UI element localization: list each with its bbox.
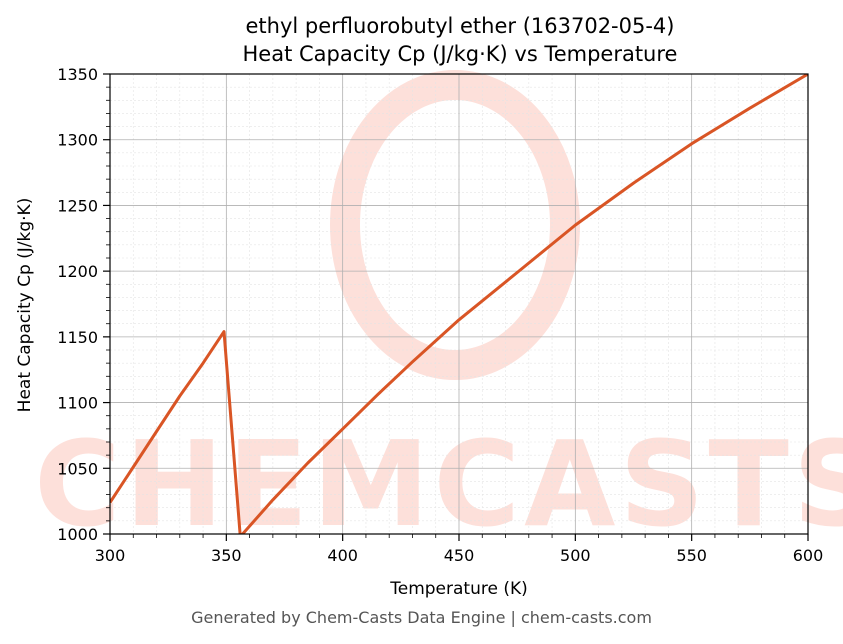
- y-tick-label: 1300: [57, 131, 98, 150]
- series-line-cp: [110, 74, 808, 534]
- chart-title: ethyl perfluorobutyl ether (163702-05-4): [246, 14, 675, 38]
- chemcasts-watermark: CHEMCASTS: [34, 70, 843, 553]
- y-tick-label: 1050: [57, 459, 98, 478]
- x-tick-label: 400: [327, 546, 358, 565]
- x-tick-label: 600: [793, 546, 824, 565]
- chart-subtitle: Heat Capacity Cp (J/kg·K) vs Temperature: [243, 42, 678, 66]
- x-tick-label: 300: [95, 546, 126, 565]
- y-tick-label: 1350: [57, 65, 98, 84]
- x-axis-label: Temperature (K): [389, 579, 528, 599]
- y-tick-label: 1000: [57, 525, 98, 544]
- y-axis-label: Heat Capacity Cp (J/kg·K): [15, 198, 35, 413]
- x-tick-label: 350: [211, 546, 242, 565]
- x-tick-label: 500: [560, 546, 591, 565]
- ticks-layer: 300 350 400 450 500 550 600 1000 1050 1100 1150 120…: [57, 65, 823, 565]
- series-layer: [110, 74, 808, 534]
- watermark-logo-ring: [330, 70, 580, 380]
- watermark-text: CHEMCASTS: [34, 415, 843, 553]
- x-tick-label: 450: [444, 546, 475, 565]
- y-tick-label: 1200: [57, 262, 98, 281]
- footer-credit: Generated by Chem-Casts Data Engine | ch…: [191, 608, 652, 627]
- x-tick-label: 550: [676, 546, 707, 565]
- y-tick-label: 1150: [57, 328, 98, 347]
- y-tick-label: 1250: [57, 196, 98, 215]
- y-tick-label: 1100: [57, 394, 98, 413]
